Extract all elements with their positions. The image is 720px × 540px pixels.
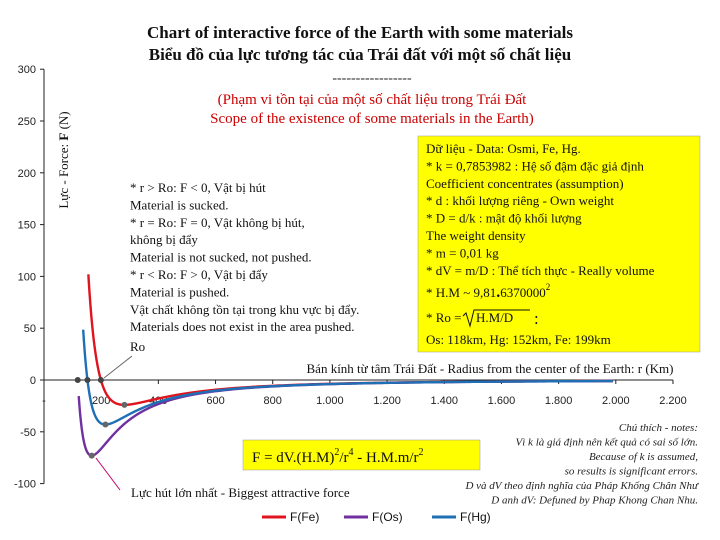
note-line: * r > Ro: F < 0, Vật bị hút [130,180,266,195]
footnote-line: Because of k is assumed, [589,451,698,463]
data-box-line: * k = 0,7853982 : Hệ số đậm đặc giả định [426,158,644,173]
minimum-marker [121,401,128,408]
chart-title: Chart of interactive force of the Earth … [147,23,573,42]
x-tick-label: 600 [206,395,224,407]
legend: F(Fe) F(Os) F(Hg) [262,510,491,524]
minimum-marker [88,452,95,459]
x-tick-label: 1.600 [488,395,516,407]
formula: F = dV.(H.M)2/r4 - H.M.m/r2 [252,447,424,466]
y-axis-label-symbol: F [56,133,71,141]
scope-en: Scope of the existence of some materials… [210,111,534,127]
footnote-line: so results is significant errors. [565,466,698,478]
data-box-line: The weight density [426,228,526,243]
ro-marker [97,377,104,383]
note-line: Materials does not exist in the area pus… [130,319,355,334]
formula-exp2: 4 [349,447,354,458]
data-box-line: Coefficient concentrates (assumption) [426,176,624,191]
legend-label: F(Fe) [290,510,319,524]
scope-vi: (Phạm vi tồn tại của một số chất liệu tr… [218,92,528,108]
hm-exp: 2 [546,282,551,292]
note-line: không bị đẩy [130,232,198,247]
y-tick-label: -100 [14,479,36,491]
notes-block: * r > Ro: F < 0, Vật bị hút Material is s… [130,180,359,334]
x-tick-label: 1.800 [545,395,573,407]
y-tick-label: 250 [18,116,36,128]
x-axis-label: Bán kính từ tâm Trái Đất - Radius from t… [307,361,674,376]
footnote-line: D anh dV: Defuned by Phap Khong Chan Nhu… [490,495,698,507]
note-line: Material is not sucked, not pushed. [130,250,312,265]
footnote-line: D và dV theo định nghĩa của Pháp Khống C… [464,480,699,492]
x-tick-label: 1.400 [430,395,458,407]
y-tick-label: 200 [18,168,36,180]
formula-exp3: 2 [419,447,424,458]
hm-value: 6370000 [500,285,546,300]
x-tick-label: 200 [92,395,110,407]
data-box-line: Dữ liệu - Data: Osmi, Fe, Hg. [426,141,581,156]
data-box-line: * D = d/k : mật độ khối lượng [426,211,582,226]
markers-group [74,377,128,459]
note-line: * r < Ro: F > 0, Vật bị đẩy [130,267,268,282]
y-tick-label: 50 [24,323,36,335]
y-axis-label-unit: (N) [56,111,71,132]
tick-labels: -200 400 600 800 1.000 1.200 1.400 1.600 1.800 2.… [14,64,687,490]
results-line: Os: 118km, Hg: 152km, Fe: 199km [426,332,611,347]
annotation-pointer-line [95,457,121,491]
ro-radicand: H.M/D [476,310,513,325]
note-line: Material is pushed. [130,284,229,299]
y-axis-label-prefix: Lực - Force: [56,141,71,209]
ro-formula-prefix: * Ro = [426,310,462,325]
ro-label: Ro [130,339,145,354]
formula-box [242,439,481,471]
hm-prefix: * H.M ~ 9,81 [426,285,496,300]
x-tick-label: 1.200 [373,395,401,407]
ro-pointer-line [103,355,133,379]
hm-dot: . [496,284,500,301]
annotation-text: Lực hút lớn nhất - Biggest attractive fo… [131,485,350,500]
ro-marker [84,377,91,383]
y-tick-label: -50 [20,427,36,439]
chart-subtitle: Biểu đồ của lực tương tác của Trái đất v… [149,45,572,64]
footnote-line: Vì k là giá định nên kết quả có sai số l… [516,437,698,449]
data-box [417,135,701,353]
footnote-line: Chú thích - notes: [619,422,698,434]
x-tick-label: - [42,395,46,407]
x-tick-label: 2.200 [659,395,687,407]
minimum-marker [102,421,109,428]
note-line: Material is sucked. [130,197,229,212]
data-box-lines: Dữ liệu - Data: Osmi, Fe, Hg. * k = 0,785… [426,141,655,278]
note-line: Vật chất không tồn tại trong khu vực bị … [130,302,359,317]
x-tick-label: 1.000 [316,395,344,407]
formula-part1: F = dV.(H.M) [252,450,334,466]
data-box-line: * dV = m/D : Thể tích thực - Really volu… [426,263,655,278]
hm-line: * H.M ~ 9,81.63700002 [426,282,550,301]
y-axis-label: Lực - Force: F (N) [56,111,71,208]
formula-part2: /r [339,450,348,466]
legend-label: F(Hg) [460,510,491,524]
data-box-line: * m = 0,01 kg [426,245,499,260]
formula-exp1: 2 [334,447,339,458]
sqrt-sign [462,309,530,328]
ro-marker [74,377,81,383]
y-tick-label: 100 [18,271,36,283]
x-tick-label: 800 [264,395,282,407]
y-tick-label: 0 [30,375,36,387]
x-tick-label: 2.000 [602,395,630,407]
note-line: * r = Ro: F = 0, Vật không bị hút, [130,215,305,230]
y-tick-label: 300 [18,64,36,76]
footnote-block: Chú thích - notes: Vì k là giá định nên k… [464,422,699,507]
title-separator: ----------------- [332,71,412,86]
y-tick-label: 150 [18,220,36,232]
formula-part3: - H.M.m/r [354,450,419,466]
data-box-line: * d : khối lượng riêng - Own weight [426,193,614,208]
ro-suffix: : [534,309,539,328]
legend-label: F(Os) [372,510,403,524]
